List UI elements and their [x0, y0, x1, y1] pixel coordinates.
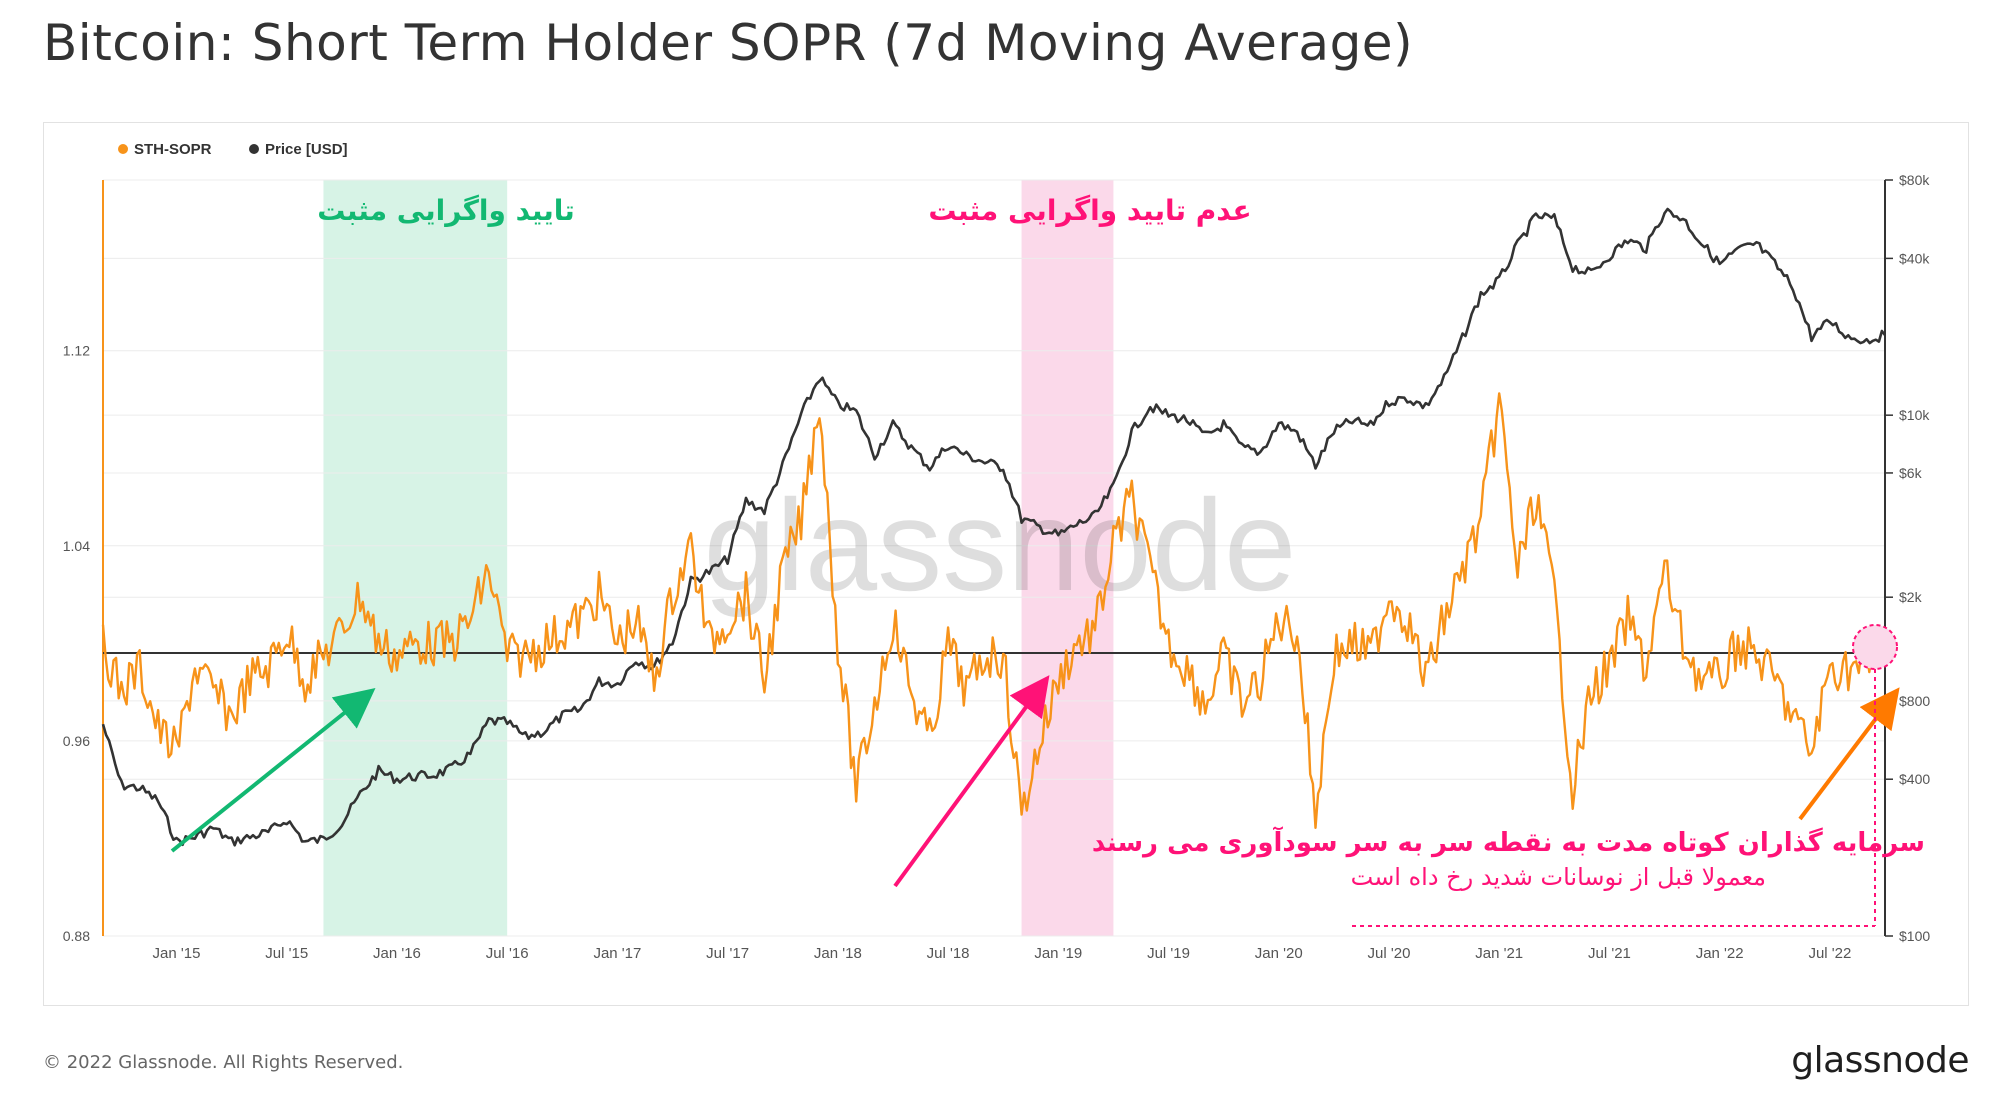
x-tick-label: Jan '15 — [153, 945, 201, 962]
x-tick-label: Jan '18 — [814, 945, 862, 962]
x-tick-label: Jul '19 — [1147, 945, 1190, 962]
arrow-current — [1798, 687, 1900, 821]
right-tick-label: $6k — [1899, 465, 1923, 481]
x-tick-label: Jan '17 — [593, 945, 641, 962]
annotation-main-text: سرمایه گذاران کوتاه مدت به نقطه سر به سر… — [1092, 826, 1925, 858]
legend-price-label[interactable]: Price [USD] — [265, 141, 348, 158]
legend-price-dot — [249, 144, 259, 154]
annotation-sub-text: معمولا قبل از نوسانات شدید رخ داه است — [1351, 863, 1766, 891]
current-breakeven-marker — [1852, 624, 1898, 670]
x-tick-label: Jul '21 — [1588, 945, 1631, 962]
x-tick-label: Jul '16 — [486, 945, 529, 962]
right-tick-label: $100 — [1899, 928, 1930, 944]
x-tick-label: Jan '21 — [1475, 945, 1523, 962]
right-tick-label: $400 — [1899, 771, 1930, 787]
sopr-series-line — [101, 392, 1887, 829]
chart-frame — [43, 122, 1969, 1006]
left-tick-label: 0.88 — [63, 928, 90, 944]
x-tick-label: Jan '20 — [1255, 945, 1303, 962]
right-tick-label: $800 — [1899, 693, 1930, 709]
highlight-band-not-confirmed — [1021, 180, 1114, 936]
right-tick-label: $2k — [1899, 589, 1923, 605]
x-axis-ticks: Jan '15 Jul '15 Jan '16 Jul '16 Jan '17 Jul '… — [153, 945, 1852, 962]
chart-title: Bitcoin: Short Term Holder SOPR (7d Movi… — [43, 14, 1414, 72]
highlight-band-confirmed — [323, 180, 508, 936]
x-tick-label: Jul '20 — [1368, 945, 1411, 962]
annotation-confirmed-label: تایید واگرایی مثبت — [317, 194, 575, 227]
gridlines — [103, 179, 1885, 937]
right-tick-label: $40k — [1899, 250, 1930, 266]
left-tick-label: 1.04 — [63, 538, 90, 554]
arrow-not-confirmed — [893, 675, 1050, 888]
left-axis-ticks: 1.12 1.04 0.96 0.88 — [63, 343, 90, 944]
x-tick-label: Jan '16 — [373, 945, 421, 962]
left-tick-label: 0.96 — [63, 733, 90, 749]
footer-logo[interactable]: glassnode — [1791, 1040, 1969, 1081]
right-axis-ticks: $80k $40k $10k $6k $2k $800 $400 $100 — [1885, 172, 1930, 944]
footer-copyright: © 2022 Glassnode. All Rights Reserved. — [43, 1052, 404, 1073]
right-tick-label: $10k — [1899, 407, 1930, 423]
x-tick-label: Jul '18 — [927, 945, 970, 962]
legend-sopr-dot — [118, 144, 128, 154]
left-tick-label: 1.12 — [63, 343, 90, 359]
x-tick-label: Jul '17 — [706, 945, 749, 962]
x-tick-label: Jul '22 — [1808, 945, 1851, 962]
x-tick-label: Jul '15 — [265, 945, 308, 962]
x-tick-label: Jan '19 — [1034, 945, 1082, 962]
legend-sopr-label[interactable]: STH-SOPR — [134, 141, 212, 158]
arrow-confirmed — [170, 687, 376, 853]
right-tick-label: $80k — [1899, 172, 1930, 188]
x-tick-label: Jan '22 — [1696, 945, 1744, 962]
annotation-not-confirmed-label: عدم تایید واگرایی مثبت — [928, 194, 1251, 227]
price-series-line — [101, 207, 1887, 847]
watermark: glassnode — [704, 472, 1297, 618]
